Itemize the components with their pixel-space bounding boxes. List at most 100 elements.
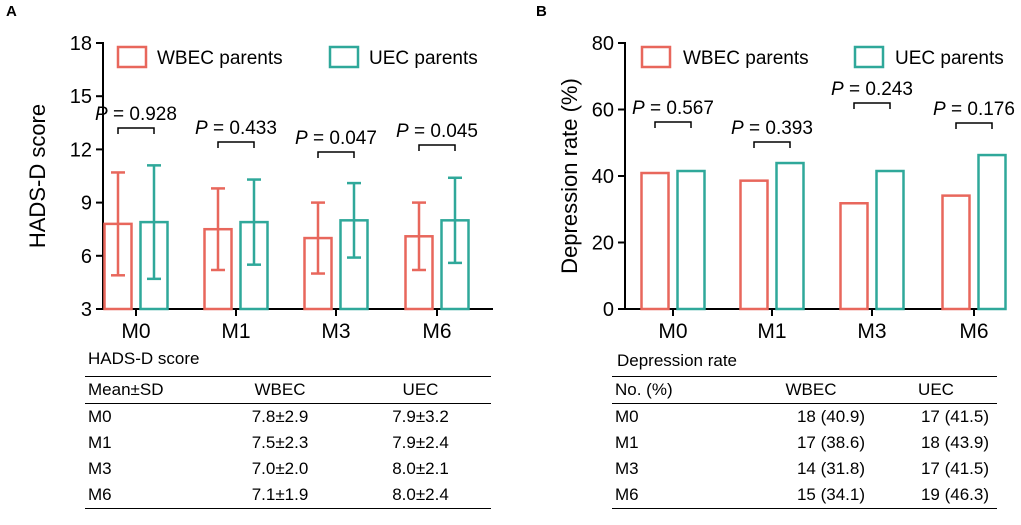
table-cell: 7.5±2.3 (251, 433, 309, 452)
legend-label: UEC parents (895, 48, 1004, 69)
y-tick-label: 18 (70, 33, 92, 55)
table-b-caption: Depression rate (617, 351, 738, 370)
y-tick-label: 0 (603, 299, 614, 321)
y-tick-label: 20 (592, 233, 614, 255)
table-a-header-row: Mean±SD WBEC UEC (85, 377, 491, 404)
table-cell: 18 (43.9) (920, 433, 989, 452)
table-a: Mean±SD WBEC UEC M0 7.8±2.9 7.9±3.2 M1 7… (85, 377, 491, 509)
table-row: M3 14 (31.8) 17 (41.5) (612, 456, 997, 482)
table-cell: M6 (612, 482, 717, 509)
table-cell: 7.9±2.4 (392, 433, 449, 452)
significance-bracket (654, 121, 692, 128)
significance-bracket (317, 151, 355, 158)
p-value-label: P = 0.567 (632, 98, 714, 119)
bar (676, 169, 706, 311)
y-tick-label: 60 (592, 100, 614, 122)
legend-label: WBEC parents (683, 48, 809, 69)
x-tick-label: M1 (221, 320, 250, 343)
p-value-label: P = 0.176 (933, 99, 1015, 120)
bar (640, 171, 670, 311)
y-tick-label: 9 (81, 193, 92, 215)
table-cell: 7.9±3.2 (392, 407, 449, 426)
table-cell: 19 (46.3) (875, 482, 997, 509)
table-a-top-rule (85, 376, 491, 377)
x-tick-label: M3 (321, 320, 350, 343)
p-value-label: P = 0.433 (195, 118, 277, 139)
bar (875, 169, 905, 311)
table-b-header-cell: WBEC (717, 377, 875, 404)
significance-bracket (753, 141, 791, 148)
table-cell: 15 (34.1) (717, 482, 875, 509)
table-cell: 7.1±1.9 (210, 482, 350, 509)
y-tick-label: 12 (70, 139, 92, 161)
table-cell: M0 (88, 407, 112, 426)
significance-bracket (217, 141, 255, 148)
table-row: M6 15 (34.1) 19 (46.3) (612, 482, 997, 509)
table-cell: 18 (40.9) (796, 407, 865, 426)
table-cell: 14 (31.8) (796, 459, 865, 478)
table-a-header-cell: WBEC (210, 377, 350, 404)
table-b-header-row: No. (%) WBEC UEC (612, 377, 997, 404)
table-cell: M0 (615, 407, 639, 426)
table-b: No. (%) WBEC UEC M0 18 (40.9) 17 (41.5) … (612, 377, 997, 509)
table-row: M3 7.0±2.0 8.0±2.1 (85, 456, 491, 482)
significance-bracket (418, 144, 456, 151)
x-tick-label: M0 (121, 320, 150, 343)
bar (941, 194, 971, 311)
table-row: M1 7.5±2.3 7.9±2.4 (85, 430, 491, 456)
p-value-label: P = 0.047 (295, 128, 377, 149)
table-cell: 17 (41.5) (920, 407, 989, 426)
table-cell: 7.0±2.0 (251, 459, 309, 478)
table-row: M0 7.8±2.9 7.9±3.2 (85, 404, 491, 431)
bar (839, 202, 869, 311)
y-tick-label: 80 (592, 33, 614, 55)
x-tick-label: M6 (959, 320, 988, 343)
table-row: M0 18 (40.9) 17 (41.5) (612, 404, 997, 431)
table-a-header-cell: UEC (350, 377, 491, 404)
table-cell: M6 (85, 482, 210, 509)
bar (739, 179, 769, 311)
table-a-header-cell: Mean±SD (85, 377, 210, 404)
table-cell: 17 (38.6) (796, 433, 865, 452)
y-tick-label: 3 (81, 299, 92, 321)
y-tick-label: 15 (70, 86, 92, 108)
p-value-label: P = 0.243 (831, 79, 913, 100)
y-axis-label: Depression rate (%) (557, 78, 582, 274)
bar (775, 161, 805, 311)
p-value-label: P = 0.393 (731, 118, 813, 139)
table-b-header-cell: No. (%) (612, 377, 717, 404)
p-value-label: P = 0.045 (396, 121, 478, 142)
legend-swatch (853, 45, 885, 69)
table-cell: 8.0±2.4 (350, 482, 491, 509)
panel-label: B (536, 3, 547, 20)
legend-label: UEC parents (369, 48, 478, 69)
panel-label: A (6, 3, 17, 20)
x-tick-label: M0 (658, 320, 687, 343)
y-tick-label: 40 (592, 166, 614, 188)
legend-swatch (640, 45, 672, 69)
x-tick-label: M1 (757, 320, 786, 343)
table-b-header-cell: UEC (875, 377, 997, 404)
table-b-top-rule (612, 376, 997, 377)
bar (977, 153, 1007, 311)
table-cell: 17 (41.5) (920, 459, 989, 478)
legend-swatch (328, 45, 360, 69)
significance-bracket (955, 122, 993, 129)
table-cell: M1 (615, 433, 639, 452)
significance-bracket (117, 127, 155, 134)
table-cell: M3 (88, 459, 112, 478)
table-row: M1 17 (38.6) 18 (43.9) (612, 430, 997, 456)
significance-bracket (853, 102, 891, 109)
table-cell: 7.8±2.9 (251, 407, 309, 426)
y-axis-label: HADS-D score (25, 104, 50, 248)
y-tick-label: 6 (81, 246, 92, 268)
legend-label: WBEC parents (157, 48, 283, 69)
x-tick-label: M6 (422, 320, 451, 343)
table-a-caption: HADS-D score (88, 349, 200, 368)
table-cell: 8.0±2.1 (392, 459, 449, 478)
p-value-label: P = 0.928 (95, 104, 177, 125)
table-row: M6 7.1±1.9 8.0±2.4 (85, 482, 491, 509)
table-cell: M3 (615, 459, 639, 478)
table-cell: M1 (88, 433, 112, 452)
